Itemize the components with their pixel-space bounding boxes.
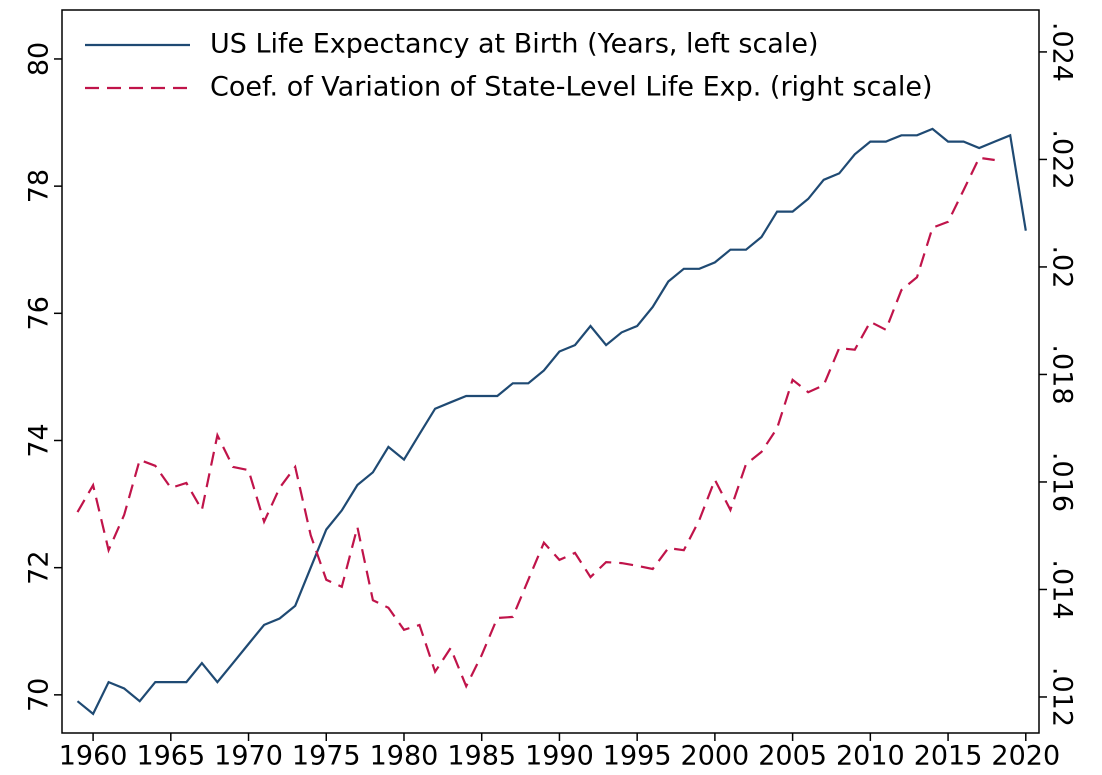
y-tick-label: 70 [24,678,55,712]
y2-tick-label: .018 [1047,344,1078,404]
y-tick-label: 74 [24,423,55,457]
x-tick-label: 1995 [603,741,672,772]
x-tick-label: 1985 [447,741,516,772]
x-tick-label: 2020 [991,741,1060,772]
y-tick-label: 80 [24,42,55,76]
plot-frame [61,9,1040,734]
y2-tick-label: .02 [1047,245,1078,288]
legend-label: Coef. of Variation of State-Level Life E… [210,72,933,103]
y2-tick-label: .014 [1047,559,1078,619]
x-tick-label: 1965 [136,741,205,772]
x-tick-label: 1960 [59,741,128,772]
y2-tick-label: .024 [1047,22,1078,82]
series-line [76,156,995,689]
x-tick-label: 2015 [914,741,983,772]
series-line [76,127,1027,716]
y2-tick-label: .016 [1047,452,1078,512]
y2-tick-label: .012 [1047,667,1078,727]
legend-label: US Life Expectancy at Birth (Years, left… [210,29,818,60]
x-tick-label: 2010 [836,741,905,772]
x-tick-label: 2000 [681,741,750,772]
x-tick-label: 1975 [292,741,361,772]
x-tick-label: 1970 [214,741,283,772]
x-tick-label: 1990 [525,741,594,772]
y2-tick-label: .022 [1047,129,1078,189]
y-tick-label: 76 [24,296,55,330]
y-tick-label: 72 [24,550,55,584]
y-tick-label: 78 [24,169,55,203]
x-tick-label: 2005 [758,741,827,772]
x-tick-label: 1980 [370,741,439,772]
